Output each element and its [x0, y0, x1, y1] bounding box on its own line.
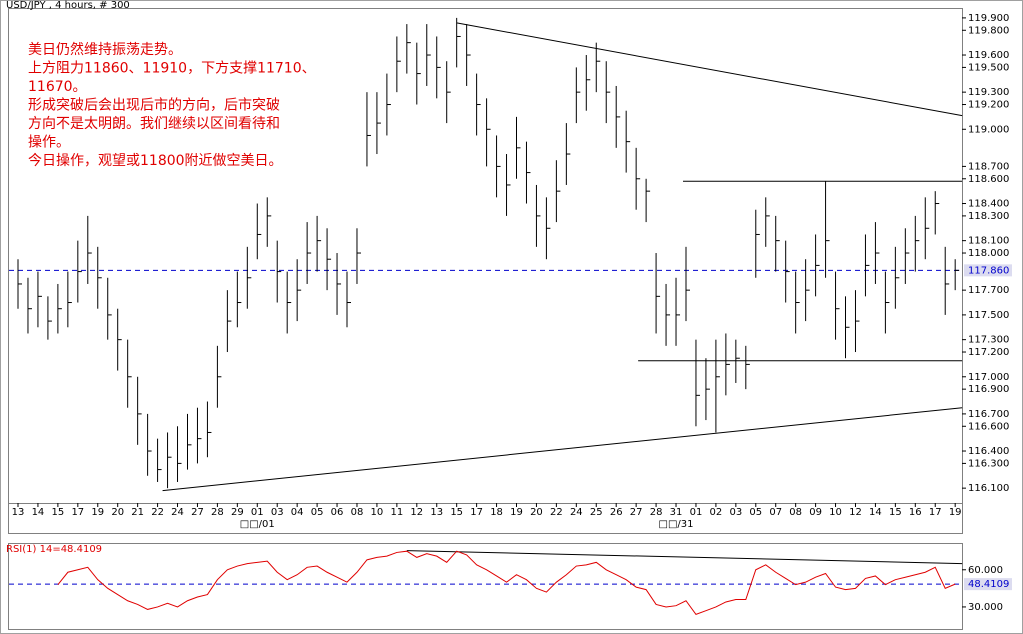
chart-title: USD/JPY , 4 hours, # 300	[6, 0, 130, 11]
y-tick-label: 116.300	[968, 458, 1009, 469]
trendline	[406, 550, 963, 565]
x-tick-label: 08	[351, 507, 364, 518]
date-axis-border	[8, 503, 963, 534]
x-tick-label: 11	[390, 507, 403, 518]
rsi-title: RSI(1) 14=48.4109	[6, 544, 102, 555]
x-tick-label: 22	[151, 507, 164, 518]
x-tick-label: 22	[550, 507, 563, 518]
x-tick-label: 17	[71, 507, 84, 518]
x-tick-label: 09	[809, 507, 822, 518]
x-tick-label: 17	[929, 507, 942, 518]
annotation: 方向不是太明朗。我们继续以区间看待和	[28, 115, 280, 132]
x-tick-label: 29	[231, 507, 244, 518]
reference-label: 48.4109	[968, 579, 1009, 590]
x-tick-label: 12	[410, 507, 423, 518]
y-tick-label: 116.400	[968, 446, 1009, 457]
x-tick-label: 31	[670, 507, 683, 518]
trendline	[456, 22, 963, 117]
x-tick-label: 12	[849, 507, 862, 518]
x-tick-label: 27	[191, 507, 204, 518]
y-tick-label: 117.200	[968, 347, 1009, 358]
month-label: □□/01	[240, 519, 275, 530]
x-tick-label: 10	[371, 507, 384, 518]
x-tick-label: 16	[909, 507, 922, 518]
x-tick-label: 05	[311, 507, 324, 518]
x-tick-label: 19	[91, 507, 104, 518]
reference-label-bg	[964, 264, 1012, 277]
x-tick-label: 03	[729, 507, 742, 518]
x-tick-label: 15	[889, 507, 902, 518]
y-tick-label: 118.600	[968, 174, 1009, 185]
y-tick-label: 117.500	[968, 310, 1009, 321]
y-tick-label: 116.900	[968, 384, 1009, 395]
y-tick-label: 116.100	[968, 483, 1009, 494]
trendline	[162, 407, 963, 492]
annotation: 上方阻力11860、11910，下方支撑11710、	[28, 61, 316, 77]
x-tick-label: 13	[12, 507, 25, 518]
reference-label: 117.860	[968, 265, 1009, 276]
y-tick-label: 119.500	[968, 62, 1009, 73]
y-tick-label: 118.300	[968, 211, 1009, 222]
y-tick-label: 119.600	[968, 50, 1009, 61]
x-tick-label: 15	[52, 507, 65, 518]
y-tick-label: 116.600	[968, 421, 1009, 432]
x-tick-label: 07	[769, 507, 782, 518]
y-tick-label: 119.200	[968, 100, 1009, 111]
y-tick-label: 30.000	[968, 602, 1003, 613]
y-tick-label: 119.300	[968, 87, 1009, 98]
annotation: 美日仍然维持振荡走势。	[28, 41, 182, 58]
x-tick-label: 25	[590, 507, 603, 518]
x-tick-label: 05	[749, 507, 762, 518]
y-tick-label: 117.700	[968, 285, 1009, 296]
annotation: 今日操作，观望或11800附近做空美日。	[28, 153, 283, 169]
y-tick-label: 119.800	[968, 25, 1009, 36]
x-tick-label: 08	[789, 507, 802, 518]
x-tick-label: 20	[530, 507, 543, 518]
x-tick-label: 20	[111, 507, 124, 518]
x-tick-label: 18	[490, 507, 503, 518]
reference-label-bg	[964, 578, 1012, 591]
x-tick-label: 13	[430, 507, 443, 518]
y-tick-label: 117.300	[968, 335, 1009, 346]
y-tick-label: 118.700	[968, 161, 1009, 172]
annotation: 11670。	[28, 79, 87, 95]
x-tick-label: 26	[610, 507, 623, 518]
x-tick-label: 14	[869, 507, 882, 518]
x-tick-label: 04	[291, 507, 304, 518]
x-tick-label: 21	[131, 507, 144, 518]
x-tick-label: 28	[211, 507, 224, 518]
y-tick-label: 119.000	[968, 124, 1009, 135]
x-tick-label: 28	[650, 507, 663, 518]
x-tick-label: 01	[251, 507, 264, 518]
x-tick-label: 27	[630, 507, 643, 518]
x-tick-label: 10	[829, 507, 842, 518]
y-tick-label: 116.700	[968, 409, 1009, 420]
month-label: □□/31	[659, 519, 694, 530]
x-tick-label: 02	[710, 507, 723, 518]
x-tick-label: 01	[690, 507, 703, 518]
x-tick-label: 19	[510, 507, 523, 518]
y-tick-label: 118.000	[968, 248, 1009, 259]
rsi-line	[57, 550, 956, 615]
x-tick-label: 14	[32, 507, 45, 518]
x-tick-label: 17	[470, 507, 483, 518]
y-tick-label: 117.000	[968, 372, 1009, 383]
x-tick-label: 15	[450, 507, 463, 518]
x-tick-label: 03	[271, 507, 284, 518]
x-tick-label: 06	[331, 507, 344, 518]
annotation: 操作。	[28, 135, 70, 151]
y-tick-label: 119.900	[968, 13, 1009, 24]
annotation: 形成突破后会出现后市的方向，后市突破	[28, 97, 280, 114]
x-tick-label: 19	[949, 507, 962, 518]
y-tick-label: 118.100	[968, 236, 1009, 247]
rsi-plot-border	[8, 543, 963, 630]
x-tick-label: 24	[171, 507, 184, 518]
x-tick-label: 24	[570, 507, 583, 518]
y-tick-label: 118.400	[968, 199, 1009, 210]
y-tick-label: 60.000	[968, 565, 1003, 576]
